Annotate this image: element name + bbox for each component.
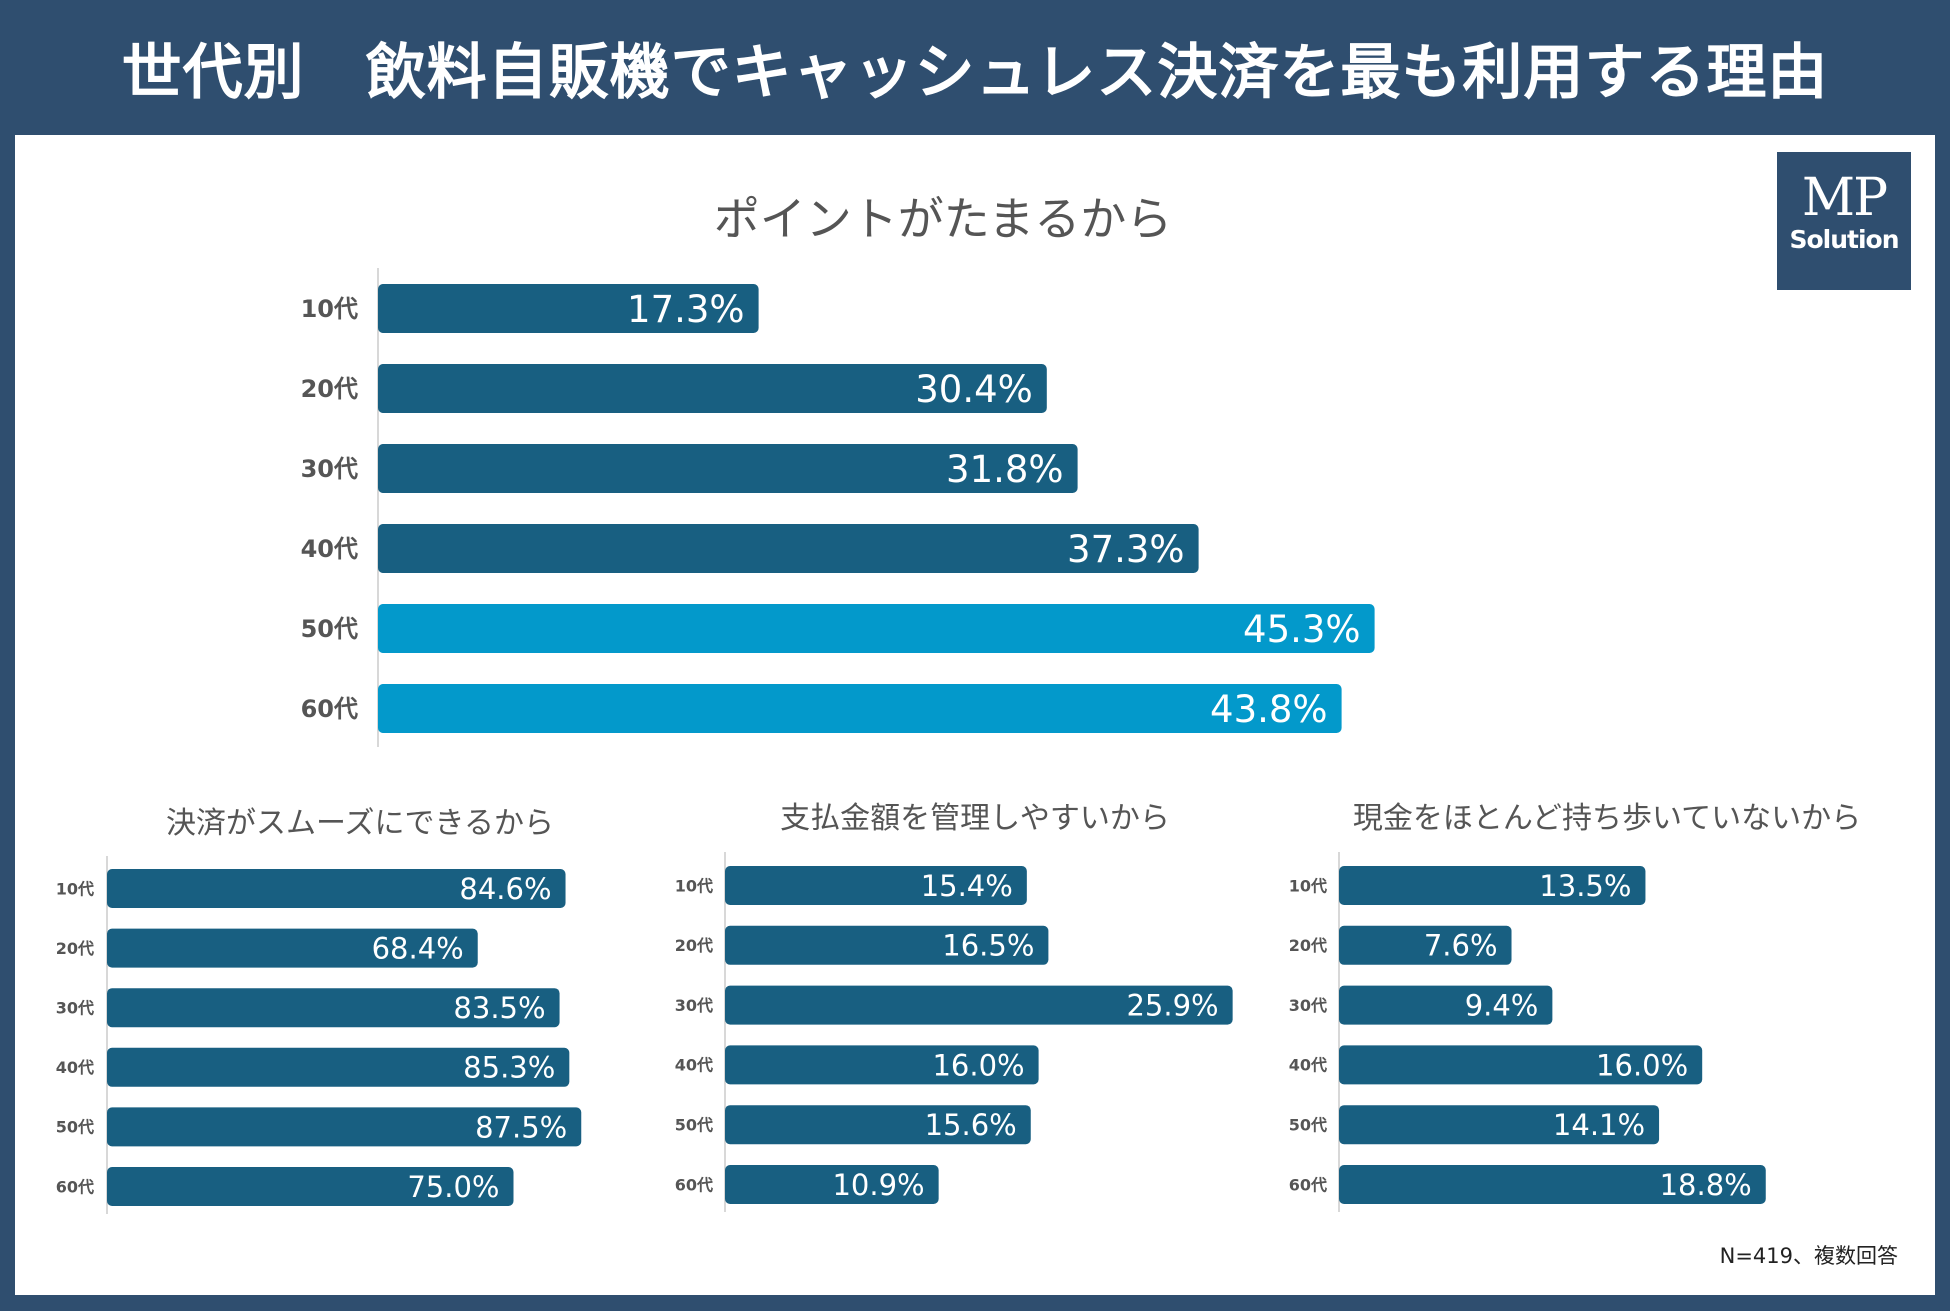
chart-2-bar	[107, 1047, 570, 1087]
chart-1-category-label: 20代	[301, 375, 358, 403]
chart-1-category-label: 40代	[301, 535, 358, 563]
chart-4-category-label: 60代	[1289, 1175, 1327, 1194]
chart-1-value-label: 45.3%	[1243, 608, 1361, 651]
chart-1-bar	[378, 284, 759, 333]
chart-3-category-label: 30代	[675, 996, 713, 1015]
chart-1-category-label: 60代	[301, 695, 358, 723]
chart-4-bar	[1339, 1165, 1766, 1204]
chart-2-bar	[107, 928, 478, 968]
chart-4-category-label: 20代	[1289, 936, 1327, 955]
chart-1-value-label: 43.8%	[1210, 688, 1328, 731]
chart-1-category-label: 50代	[301, 615, 358, 643]
chart-1-value-label: 37.3%	[1067, 528, 1185, 571]
chart-4-value-label: 7.6%	[1424, 929, 1498, 963]
chart-4-value-label: 18.8%	[1660, 1168, 1752, 1202]
chart-3-value-label: 16.0%	[932, 1048, 1024, 1082]
chart-3-bar	[725, 866, 1027, 905]
chart-2-category-label: 10代	[56, 879, 94, 898]
chart-3-value-label: 25.9%	[1126, 989, 1218, 1023]
chart-3-bar	[725, 985, 1233, 1025]
chart-3-bar	[725, 1165, 939, 1204]
chart-2-category-label: 60代	[56, 1177, 94, 1196]
chart-3-value-label: 10.9%	[832, 1168, 924, 1202]
logo-mp-text: MP	[1801, 168, 1888, 228]
chart-4-bar	[1339, 1105, 1660, 1145]
chart-2-bar	[107, 1167, 514, 1206]
logo-solution: Solution	[1789, 225, 1899, 254]
chart-1-bar	[378, 444, 1078, 493]
chart-2-bar	[107, 869, 566, 908]
chart-3-value-label: 15.6%	[925, 1108, 1017, 1142]
chart-1-category-label: 10代	[301, 295, 358, 323]
chart-3-category-label: 50代	[675, 1115, 713, 1134]
chart-3-value-label: 15.4%	[921, 869, 1013, 903]
chart-2-category-label: 30代	[56, 998, 94, 1017]
chart-1-value-label: 30.4%	[915, 368, 1033, 411]
chart-4-value-label: 9.4%	[1465, 989, 1539, 1023]
chart-2-value-label: 87.5%	[475, 1110, 567, 1144]
chart-1-bar	[378, 604, 1375, 653]
chart-3-bar	[725, 1105, 1031, 1145]
chart-4-category-label: 10代	[1289, 876, 1327, 895]
chart-2-value-label: 68.4%	[372, 932, 464, 966]
chart-1-value-label: 17.3%	[627, 288, 745, 331]
chart-2-title: 決済がスムーズにできるから	[166, 806, 554, 841]
chart-1-bar	[378, 684, 1342, 733]
chart-4-title: 現金をほとんど持ち歩いていないから	[1353, 801, 1861, 836]
chart-3-category-label: 20代	[675, 936, 713, 955]
logo-mp: MP	[1777, 170, 1911, 226]
chart-4-value-label: 16.0%	[1596, 1048, 1688, 1082]
chart-3-value-label: 16.5%	[942, 929, 1034, 963]
chart-2-value-label: 84.6%	[459, 872, 551, 906]
chart-3-title: 支払金額を管理しやすいから	[780, 801, 1170, 836]
chart-2-bar	[107, 988, 560, 1028]
chart-3-category-label: 10代	[675, 876, 713, 895]
chart-2-category-label: 20代	[56, 939, 94, 958]
chart-4-value-label: 13.5%	[1539, 869, 1631, 903]
chart-2-bar	[107, 1107, 582, 1147]
chart-2-category-label: 40代	[56, 1058, 94, 1077]
chart-1-title: ポイントがたまるから	[714, 192, 1173, 246]
chart-3-category-label: 60代	[675, 1175, 713, 1194]
chart-2-value-label: 83.5%	[453, 991, 545, 1025]
chart-4-bar	[1339, 925, 1512, 965]
chart-4-category-label: 40代	[1289, 1056, 1327, 1075]
chart-2-value-label: 85.3%	[463, 1051, 555, 1085]
chart-4-category-label: 30代	[1289, 996, 1327, 1015]
chart-4-bar	[1339, 1045, 1703, 1085]
page-title: 世代別 飲料自販機でキャッシュレス決済を最も利用する理由	[121, 38, 1829, 108]
footnote: N=419、複数回答	[1719, 1244, 1898, 1268]
mp-solution-logo: MP Solution	[1777, 152, 1911, 290]
chart-2-category-label: 50代	[56, 1118, 94, 1137]
chart-1-bar	[378, 524, 1199, 573]
chart-4-category-label: 50代	[1289, 1115, 1327, 1134]
chart-2-value-label: 75.0%	[407, 1170, 499, 1204]
chart-1-value-label: 31.8%	[946, 448, 1064, 491]
chart-4-value-label: 14.1%	[1553, 1108, 1645, 1142]
chart-1-bar	[378, 364, 1047, 413]
chart-4-bar	[1339, 985, 1553, 1025]
chart-1-category-label: 30代	[301, 455, 358, 483]
chart-4-bar	[1339, 866, 1646, 905]
chart-3-bar	[725, 1045, 1039, 1085]
chart-3-category-label: 40代	[675, 1056, 713, 1075]
chart-3-bar	[725, 925, 1049, 965]
